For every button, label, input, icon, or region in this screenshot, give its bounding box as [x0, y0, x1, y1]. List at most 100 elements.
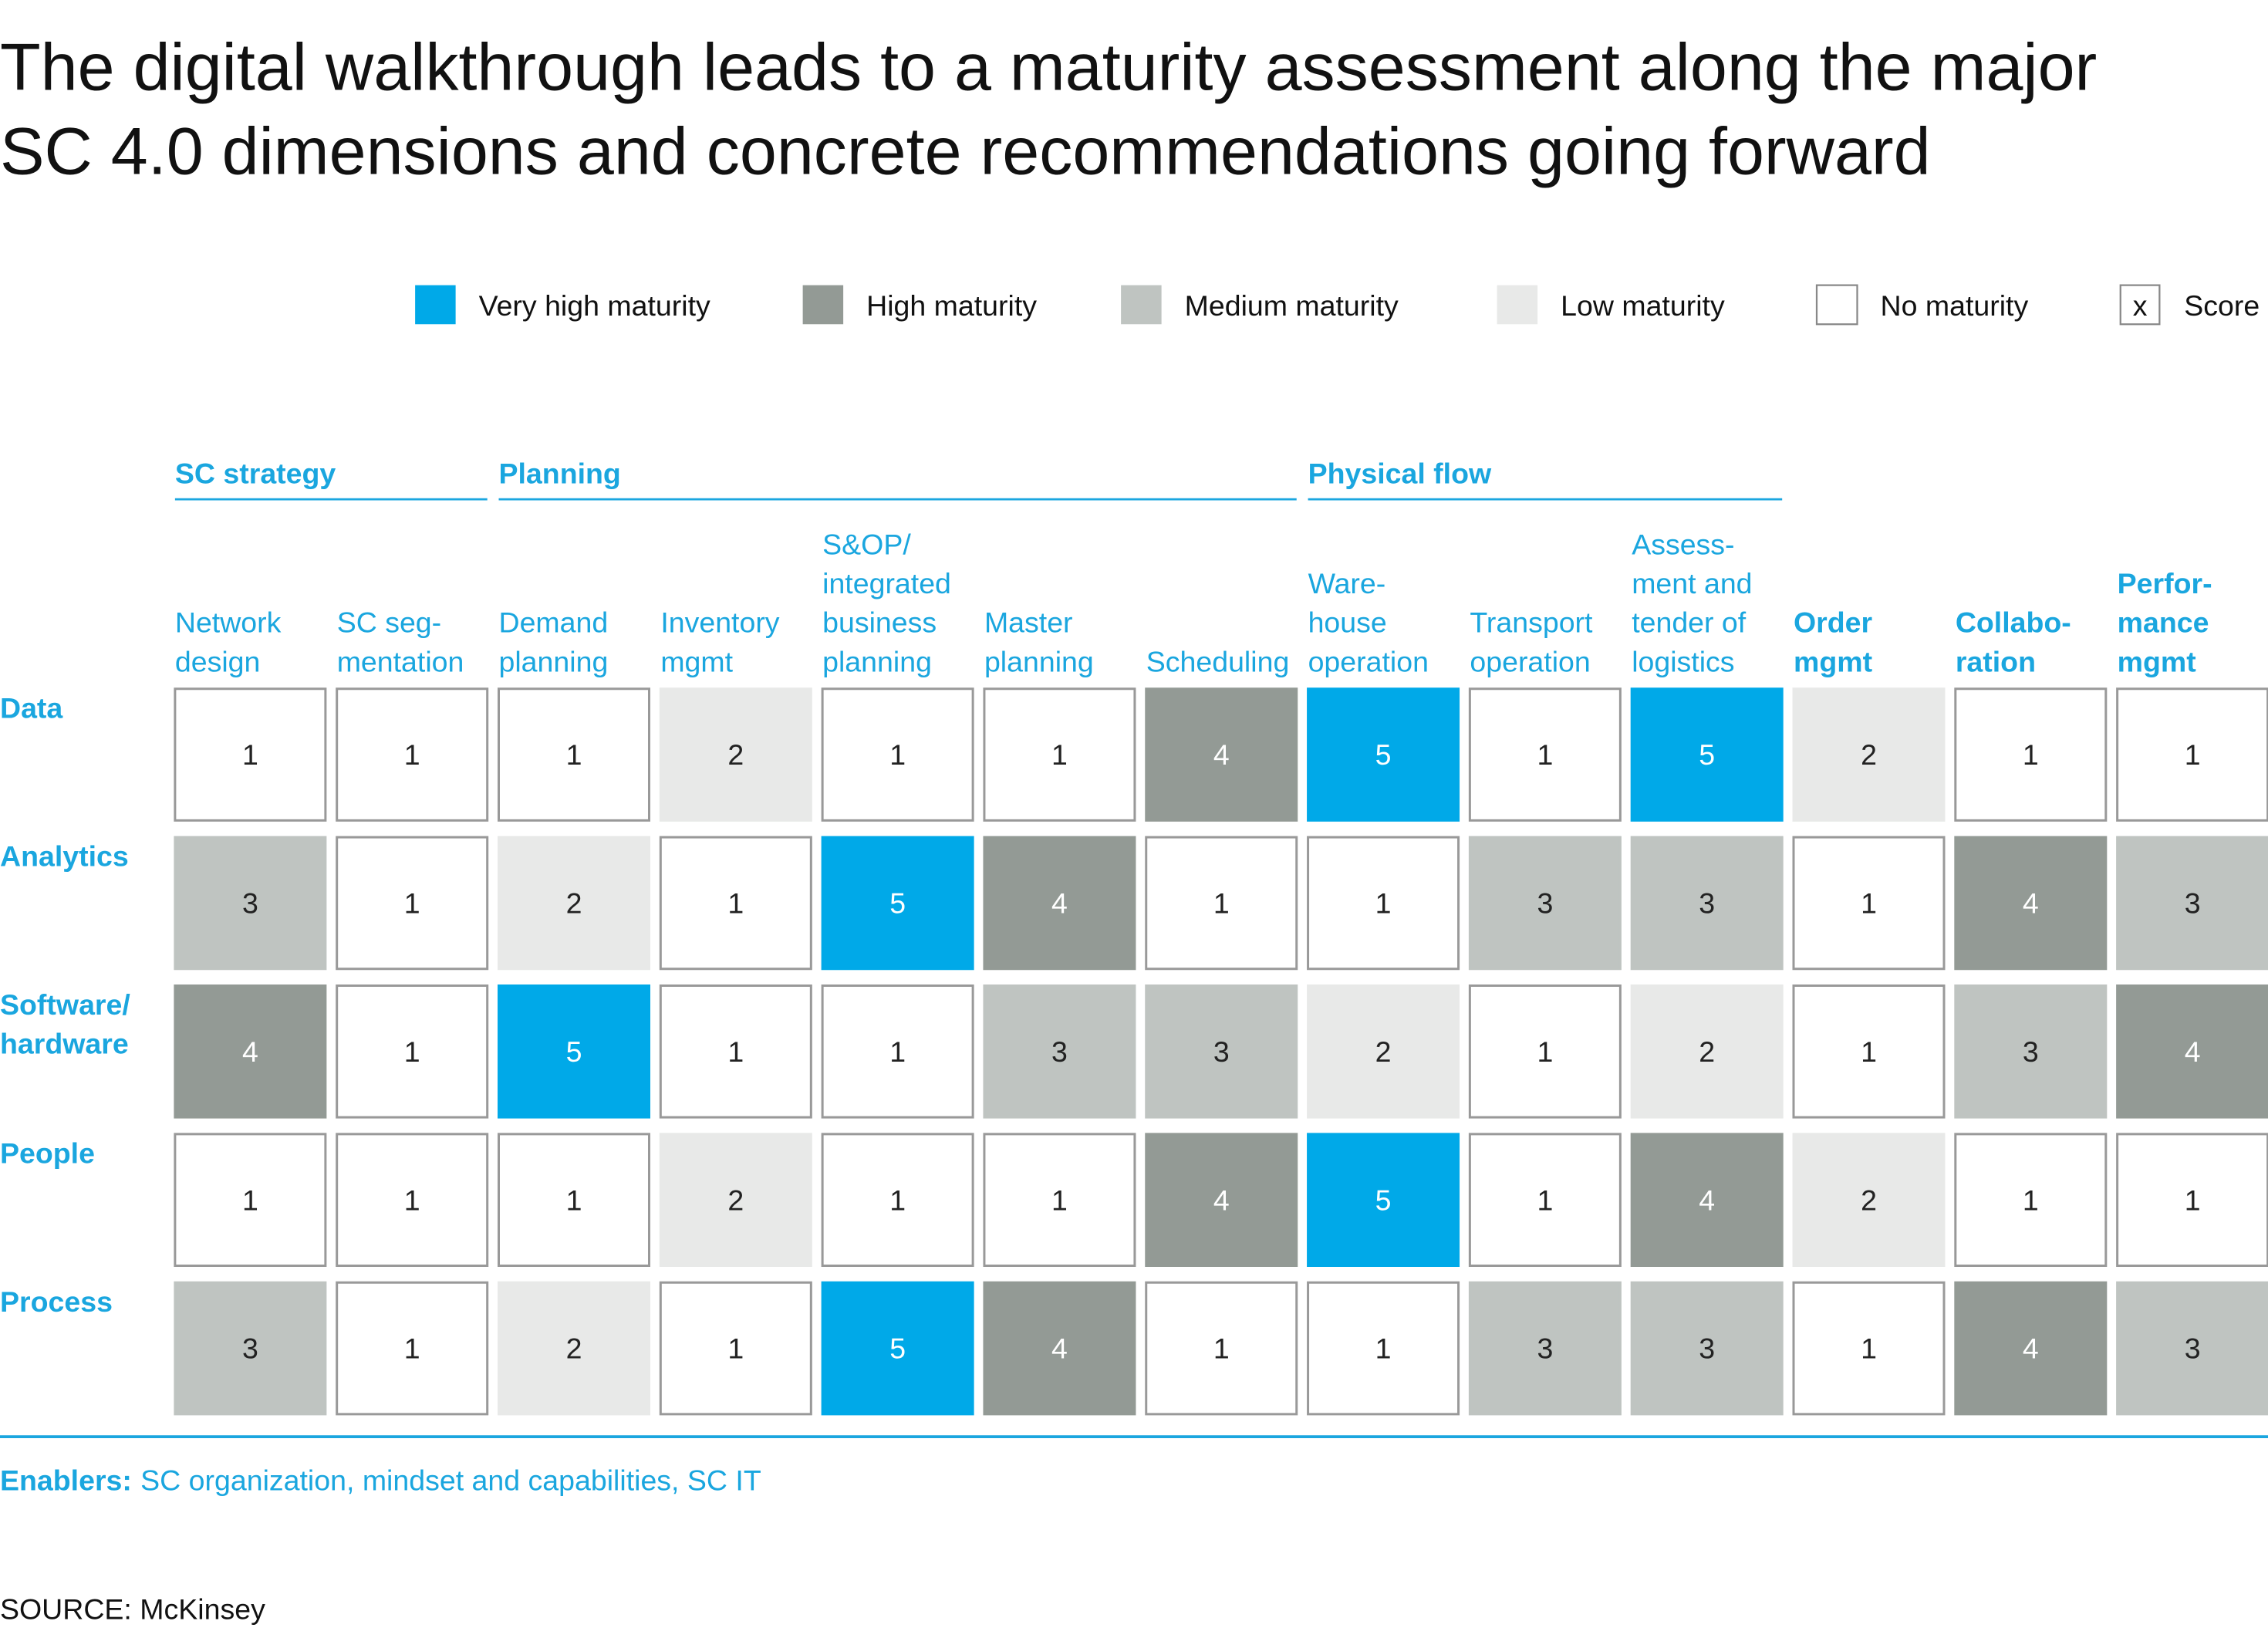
score-cell [2116, 1281, 2268, 1416]
score-label: 4 [242, 1035, 258, 1068]
score-label: 1 [404, 1184, 420, 1216]
column-label: mentation [337, 645, 464, 677]
score-cell [821, 836, 974, 971]
score-cell [174, 687, 327, 822]
score-label: 3 [1537, 1332, 1553, 1365]
score-label: 2 [566, 887, 582, 920]
score-cell [174, 836, 327, 971]
column-label: Ware- [1308, 567, 1386, 599]
score-label: 3 [242, 1332, 258, 1365]
score-cell [2116, 1133, 2268, 1267]
score-label: 3 [2185, 1332, 2201, 1365]
score-label: 4 [2023, 1332, 2039, 1365]
legend-symbol: x [2133, 289, 2148, 322]
score-cell [2116, 836, 2268, 971]
score-cell [2116, 687, 2268, 822]
score-label: 5 [889, 1332, 906, 1365]
score-label: 5 [889, 887, 906, 920]
score-cell [497, 984, 650, 1119]
score-label: 1 [727, 1035, 744, 1068]
title-line: The digital walkthrough leads to a matur… [0, 31, 2097, 105]
score-cell [1468, 1281, 1622, 1416]
column-label: design [175, 645, 261, 677]
score-label: 1 [1213, 887, 1230, 920]
score-label: 1 [1861, 887, 1877, 920]
legend-label: Low maturity [1561, 289, 1725, 322]
column-label: house [1308, 606, 1387, 639]
score-cell [174, 1281, 327, 1416]
score-cell [1145, 984, 1298, 1119]
score-label: 1 [404, 1332, 420, 1365]
score-label: 1 [566, 738, 582, 771]
score-label: 1 [404, 887, 420, 920]
column-label: operation [1470, 645, 1590, 677]
score-cell [1792, 1133, 1946, 1267]
score-label: 4 [2023, 887, 2039, 920]
column-label: business [822, 606, 937, 639]
score-cell [336, 1133, 489, 1267]
score-label: 1 [566, 1184, 582, 1216]
score-cell [1307, 1133, 1460, 1267]
group-label: Physical flow [1308, 458, 1492, 490]
column-label: mgmt [2118, 645, 2197, 677]
score-label: 1 [889, 1184, 906, 1216]
source: SOURCE: McKinsey [0, 1592, 265, 1625]
legend-swatch [1815, 284, 1858, 326]
score-label: 4 [1051, 1332, 1068, 1365]
score-cell [1630, 984, 1784, 1119]
score-label: 3 [1699, 1332, 1715, 1365]
score-label: 1 [1051, 1184, 1068, 1216]
column-label: Inventory [660, 606, 779, 639]
score-cell [1630, 836, 1784, 971]
legend-label: Score [2184, 289, 2260, 322]
column-label: mgmt [660, 645, 733, 677]
score-cell [821, 1281, 974, 1416]
score-cell [1145, 836, 1298, 971]
score-label: 2 [1375, 1035, 1392, 1068]
score-cell [659, 1281, 812, 1416]
score-cell [659, 836, 812, 971]
score-label: 2 [1699, 1035, 1715, 1068]
column-label: Assess- [1632, 528, 1734, 560]
score-cell [1468, 687, 1622, 822]
row-label: Software/ [0, 988, 130, 1021]
row-label: Data [0, 691, 63, 724]
legend-label: High maturity [866, 289, 1037, 322]
column-label: mgmt [1794, 645, 1873, 677]
score-cell [983, 687, 1136, 822]
score-cell [1145, 1133, 1298, 1267]
row-label: People [0, 1136, 95, 1169]
score-cell [1792, 1281, 1946, 1416]
score-cell [1468, 984, 1622, 1119]
score-cell [821, 687, 974, 822]
column-label: Network [175, 606, 282, 639]
score-label: 3 [2185, 887, 2201, 920]
score-label: 1 [242, 1184, 258, 1216]
column-label: S&OP/ [822, 528, 911, 560]
score-label: 1 [889, 738, 906, 771]
score-label: 3 [1537, 887, 1553, 920]
legend-swatch [1497, 285, 1538, 325]
legend-label: Medium maturity [1185, 289, 1399, 322]
score-cell [336, 984, 489, 1119]
score-label: 1 [727, 1332, 744, 1365]
column-label: Collabo- [1956, 606, 2071, 639]
score-cell [497, 687, 650, 822]
score-label: 1 [727, 887, 744, 920]
row-label: Analytics [0, 840, 129, 873]
score-cell [1630, 1281, 1784, 1416]
legend-swatch [2119, 284, 2161, 326]
column-label: logistics [1632, 645, 1734, 677]
column-label: SC seg- [337, 606, 441, 639]
score-cell [983, 1133, 1136, 1267]
score-label: 5 [1375, 1184, 1392, 1216]
column-label: Transport [1470, 606, 1593, 639]
column-label: ration [1956, 645, 2036, 677]
row-label: hardware [0, 1028, 129, 1060]
score-cell [2116, 984, 2268, 1119]
column-label: Master [984, 606, 1073, 639]
score-label: 3 [1213, 1035, 1230, 1068]
score-cell [174, 984, 327, 1119]
column-label: mance [2118, 606, 2209, 639]
